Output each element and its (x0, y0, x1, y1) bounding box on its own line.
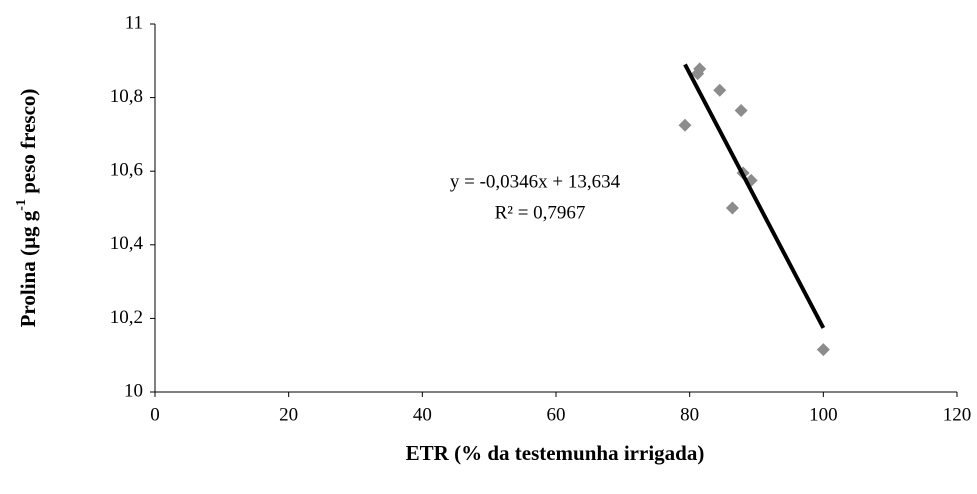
y-axis-label-part: Prolina (µg g (16, 210, 40, 327)
x-tick-label: 0 (150, 404, 160, 425)
y-tick-label: 10,4 (110, 233, 144, 254)
trend-r2: R² = 0,7967 (495, 202, 586, 223)
y-axis-label: Prolina (µg g-1 peso fresco) (14, 89, 40, 328)
point (725, 201, 739, 215)
x-tick-label: 120 (943, 404, 972, 425)
y-tick-label: 11 (125, 12, 143, 33)
point (816, 343, 830, 357)
trendline (683, 63, 826, 329)
y-tick-label: 10 (124, 380, 143, 401)
x-tick-label: 40 (413, 404, 432, 425)
x-tick-label: 80 (680, 404, 699, 425)
y-tick-label: 10,6 (110, 160, 143, 181)
y-tick-label: 10,8 (110, 86, 143, 107)
x-tick-label: 100 (809, 404, 838, 425)
point (678, 118, 692, 132)
y-tick-label: 10,2 (110, 307, 143, 328)
x-axis-label: ETR (% da testemunha irrigada) (406, 441, 705, 465)
point (693, 62, 707, 76)
x-tick-label: 20 (279, 404, 298, 425)
point (734, 103, 748, 117)
x-tick-label: 60 (547, 404, 566, 425)
point (713, 83, 727, 97)
y-axis-label-part: peso fresco) (16, 89, 40, 199)
y-axis-label-sup: -1 (14, 199, 29, 211)
trend-equation: y = -0,0346x + 13,634 (450, 171, 621, 192)
